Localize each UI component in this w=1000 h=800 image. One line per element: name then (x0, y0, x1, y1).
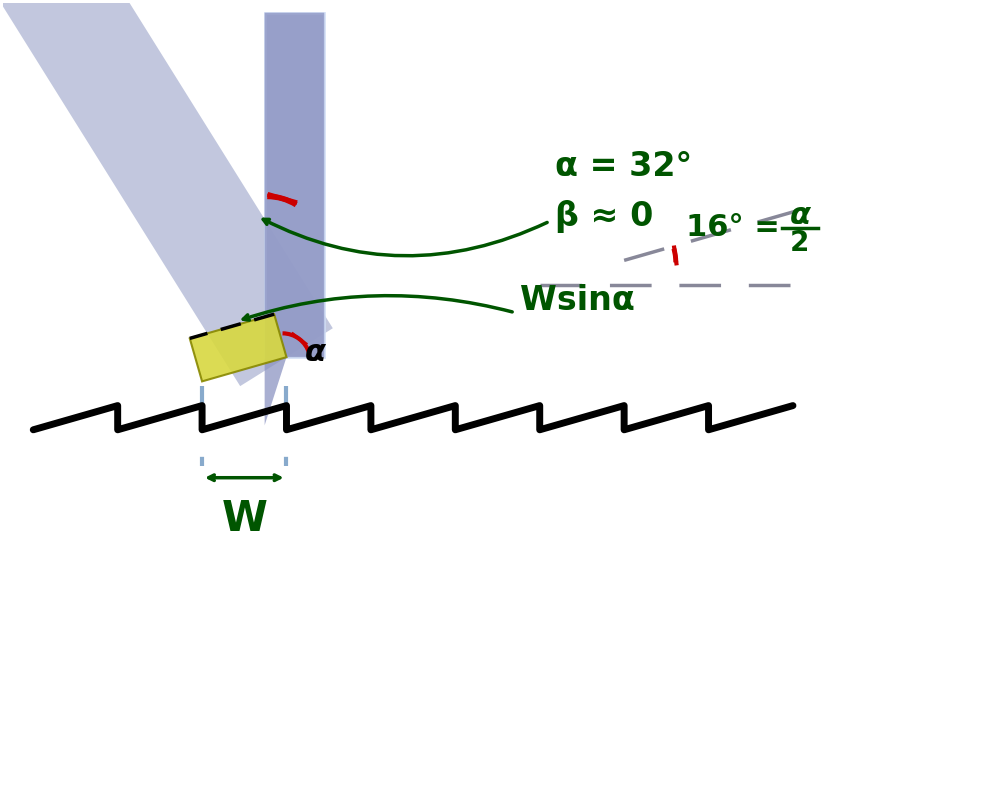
Polygon shape (265, 13, 324, 426)
Text: W: W (221, 498, 267, 539)
Text: β ≈ 0: β ≈ 0 (555, 200, 653, 233)
Text: α: α (304, 338, 325, 366)
Text: Wsinα: Wsinα (520, 284, 635, 317)
Polygon shape (0, 0, 333, 386)
Text: 2: 2 (790, 230, 810, 258)
Polygon shape (265, 13, 324, 357)
Text: 16° =: 16° = (686, 213, 790, 242)
Text: α: α (789, 201, 810, 230)
Polygon shape (190, 314, 286, 382)
Text: α = 32°: α = 32° (555, 150, 692, 183)
